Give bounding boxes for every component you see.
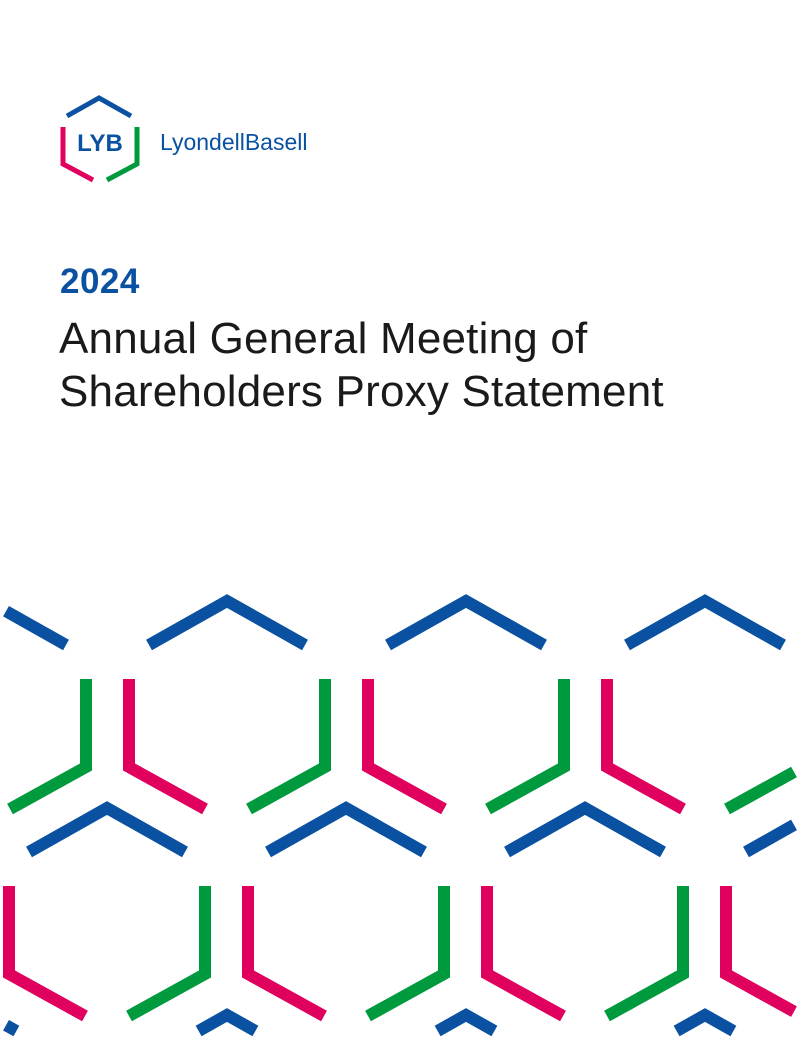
hex-right-side xyxy=(7,679,92,815)
hex-top-chevron xyxy=(3,1019,20,1037)
hex-top-chevron xyxy=(195,1008,259,1037)
hex-right-side xyxy=(365,886,450,1022)
hex-left-side xyxy=(123,679,208,815)
hex-left-side xyxy=(601,679,686,815)
hex-top-chevron xyxy=(673,1008,737,1037)
hex-left-side xyxy=(481,886,566,1022)
hex-right-side xyxy=(246,679,331,815)
hex-top-chevron xyxy=(265,801,427,858)
hex-left-side xyxy=(3,886,88,1022)
hex-top-chevron xyxy=(385,594,547,651)
hex-right-side xyxy=(604,886,689,1022)
hex-right-side xyxy=(126,886,211,1022)
hex-left-side xyxy=(242,886,327,1022)
logo-wordmark: LyondellBasell xyxy=(160,129,307,155)
hex-top-chevron xyxy=(146,594,308,651)
cover-title: Annual General Meeting of Shareholders P… xyxy=(59,312,664,418)
logo-mark: LYB xyxy=(77,130,123,157)
hex-top-chevron xyxy=(504,801,666,858)
cover-title-line-2: Shareholders Proxy Statement xyxy=(59,367,664,416)
hex-top-chevron xyxy=(26,801,188,858)
hex-right-side xyxy=(485,679,570,815)
hex-top-chevron xyxy=(3,605,69,651)
hex-top-chevron xyxy=(624,594,786,651)
hex-right-side xyxy=(724,766,797,815)
logo-hex-left xyxy=(60,127,95,183)
hex-left-side xyxy=(362,679,447,815)
logo-hex-right xyxy=(105,127,140,183)
cover-title-line-1: Annual General Meeting of xyxy=(59,314,588,363)
hex-left-side xyxy=(720,886,797,1017)
lyondellbasell-logo: LYB LyondellBasell xyxy=(60,95,307,183)
cover-year: 2024 xyxy=(60,262,140,301)
logo-hex-top xyxy=(65,95,133,119)
hex-top-chevron xyxy=(434,1008,498,1037)
hex-top-chevron xyxy=(743,819,797,858)
